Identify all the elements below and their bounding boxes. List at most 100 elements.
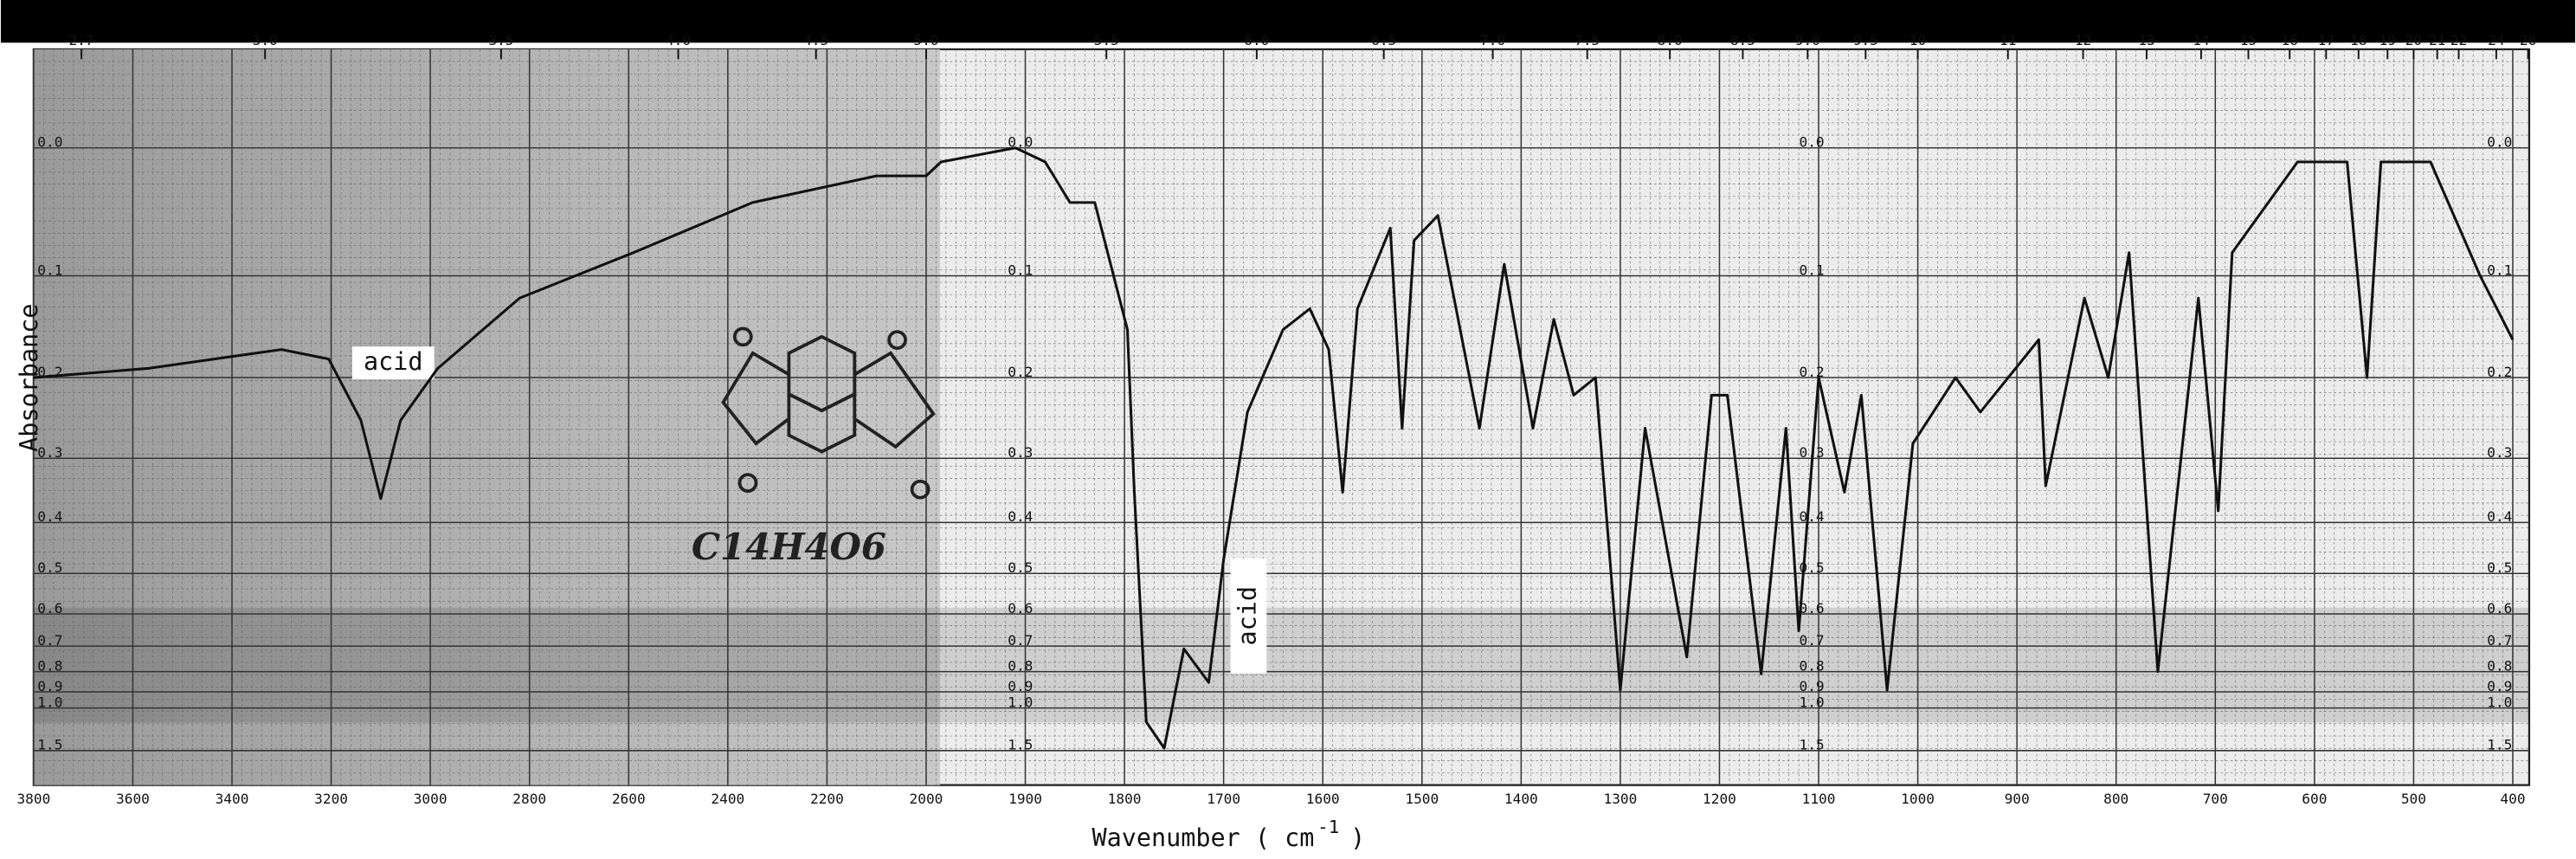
y-tick-label: 1.0 [1008, 694, 1033, 710]
x2-tick-label: 26 [2520, 32, 2536, 48]
x2-tick-label: 4.0 [666, 32, 691, 48]
y-tick-label: 0.7 [1008, 632, 1033, 649]
y-tick-label: 0.8 [2487, 657, 2512, 674]
y-tick-label: 0.9 [37, 678, 62, 694]
x2-tick-label: 24 [2488, 32, 2504, 48]
x2-tick-label: 6.5 [1371, 32, 1396, 48]
x2-tick-label: 3.0 [253, 32, 278, 48]
spectrum-line [33, 146, 2515, 750]
x-tick-label: 2600 [612, 791, 646, 807]
x2-tick-label: 13 [2138, 32, 2154, 48]
x-axis-label: Wavenumber ( cm [1092, 823, 1315, 852]
x2-tick-label: 9.5 [1853, 32, 1878, 48]
x-tick-label: 1700 [1207, 791, 1240, 807]
x-tick-label: 500 [2401, 791, 2426, 807]
x2-tick-label: 7.5 [1575, 32, 1600, 48]
y-tick-label: 0.5 [1008, 559, 1033, 576]
y-tick-label: 0.4 [2487, 508, 2512, 525]
x-tick-label: 1000 [1901, 791, 1935, 807]
x2-tick-label: 11 [2000, 32, 2016, 48]
y-tick-label: 1.0 [2487, 694, 2512, 710]
y-tick-label: 0.9 [1800, 678, 1825, 694]
y-tick-label: 0.5 [37, 559, 62, 576]
x2-tick-label: 9.0 [1795, 32, 1820, 48]
x-tick-label: 800 [2103, 791, 2128, 807]
x2-tick-label: 21 [2429, 32, 2445, 48]
x-axis-label-end: ) [1350, 823, 1365, 852]
x2-tick-label: 8.0 [1658, 32, 1683, 48]
annotation: acid [1233, 586, 1261, 645]
x-tick-label: 1100 [1802, 791, 1836, 807]
x2-tick-label: 10 [1909, 32, 1926, 48]
y-tick-label: 0.0 [1800, 134, 1825, 151]
y-tick-label: 0.4 [37, 508, 62, 525]
y-tick-label: 0.4 [1008, 508, 1033, 525]
y-tick-label: 0.8 [1008, 657, 1033, 674]
x-tick-label: 1600 [1306, 791, 1340, 807]
y-tick-label: 0.3 [1008, 444, 1033, 461]
x-tick-label: 3000 [414, 791, 448, 807]
y-tick-label: 0.3 [2487, 444, 2512, 461]
x2-tick-label: 5.0 [913, 32, 938, 48]
x-tick-label: 1500 [1405, 791, 1439, 807]
x-tick-label: 1400 [1504, 791, 1538, 807]
y-tick-label: 0.1 [1008, 262, 1033, 278]
y-tick-label: 0.1 [1800, 262, 1825, 278]
y-tick-label: 0.0 [37, 134, 62, 151]
x2-tick-label: 22 [2450, 32, 2467, 48]
y-tick-label: 0.6 [1008, 600, 1033, 617]
y-tick-label: 0.6 [1800, 600, 1825, 617]
y-tick-label: 0.7 [2487, 632, 2512, 649]
x-tick-label: 3800 [16, 791, 50, 807]
x-tick-label: 400 [2500, 791, 2525, 807]
x-axis-label-sup: -1 [1317, 817, 1339, 837]
x-tick-label: 700 [2203, 791, 2228, 807]
y-tick-label: 1.5 [2487, 737, 2512, 753]
x2-tick-label: 19 [2380, 32, 2396, 48]
y-tick-label: 0.6 [2487, 600, 2512, 617]
y-tick-label: 1.5 [37, 737, 62, 753]
y-tick-label: 0.3 [37, 444, 62, 461]
x2-tick-label: 3.5 [488, 32, 513, 48]
x2-tick-label: 15 [2240, 32, 2257, 48]
x2-tick-label: 18 [2350, 32, 2367, 48]
x2-tick-label: 14 [2193, 32, 2209, 48]
y-tick-label: 0.5 [2487, 559, 2512, 576]
y-tick-label: 0.7 [1800, 632, 1825, 649]
x2-tick-label: 5.5 [1094, 32, 1119, 48]
y-tick-label: 0.6 [37, 600, 62, 617]
x-tick-label: 2800 [512, 791, 546, 807]
y-tick-label: 0.0 [2487, 134, 2512, 151]
x-tick-label: 1300 [1604, 791, 1638, 807]
y-tick-label: 0.7 [37, 632, 62, 649]
x-tick-label: 1800 [1108, 791, 1142, 807]
x2-tick-label: 6.0 [1244, 32, 1269, 48]
x2-tick-label: 17 [2318, 32, 2334, 48]
y-tick-label: 0.9 [1008, 678, 1033, 694]
x-tick-label: 2000 [910, 791, 943, 807]
x-tick-label: 2400 [711, 791, 744, 807]
structure-sketch [721, 326, 936, 500]
x2-tick-label: 12 [2075, 32, 2091, 48]
x2-tick-label: 2.7 [68, 32, 93, 48]
x-tick-label: 3200 [314, 791, 348, 807]
x2-tick-label: 20 [2405, 32, 2422, 48]
y-tick-label: 0.9 [2487, 678, 2512, 694]
x-tick-label: 3400 [216, 791, 249, 807]
x2-tick-label: 8.5 [1730, 32, 1755, 48]
x-tick-label: 3600 [116, 791, 150, 807]
y-tick-label: 0.0 [1008, 134, 1033, 151]
y-tick-label: 1.0 [1800, 694, 1825, 710]
y-tick-label: 0.1 [37, 262, 62, 278]
y-tick-label: 0.2 [1008, 364, 1033, 380]
y-tick-label: 1.5 [1008, 737, 1033, 753]
y-tick-label: 1.0 [37, 694, 62, 710]
annotation-box [1230, 558, 1267, 674]
x-tick-label: 1200 [1703, 791, 1736, 807]
x2-tick-label: 16 [2282, 32, 2298, 48]
x2-tick-label: 7.0 [1480, 32, 1505, 48]
x-tick-label: 2200 [810, 791, 844, 807]
annotation: acid [364, 347, 422, 376]
y-tick-label: 0.2 [1800, 364, 1825, 380]
